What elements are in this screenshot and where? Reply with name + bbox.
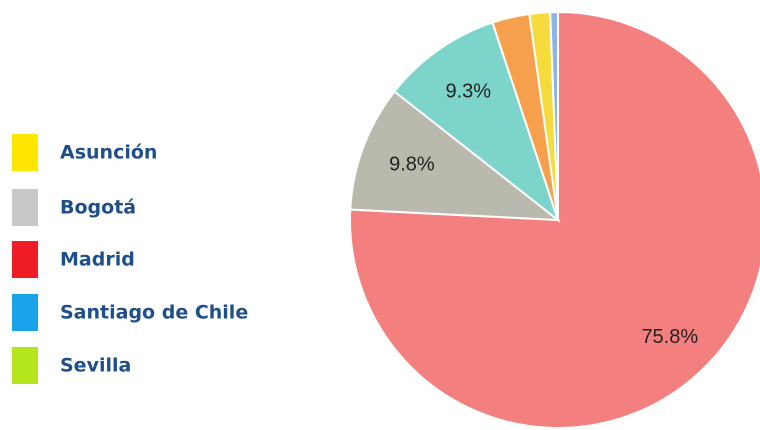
pie-slice bbox=[393, 21, 560, 223]
legend-swatch bbox=[12, 347, 38, 384]
legend-label: Sevilla bbox=[60, 355, 131, 377]
legend-swatch bbox=[12, 241, 38, 278]
value-label: 9.8% bbox=[389, 154, 435, 176]
pie-slice bbox=[349, 90, 562, 222]
legend-label: Madrid bbox=[60, 249, 135, 271]
legend-swatch bbox=[12, 294, 38, 331]
pie-slice bbox=[549, 10, 559, 221]
legend-label: Bogotá bbox=[60, 197, 136, 219]
legend-label: Santiago de Chile bbox=[60, 302, 248, 324]
legend-label: Asunción bbox=[60, 142, 157, 164]
value-label: 75.8% bbox=[641, 326, 698, 348]
legend-swatch bbox=[12, 134, 38, 171]
legend-swatch bbox=[12, 189, 38, 226]
value-label: 9.3% bbox=[446, 81, 492, 103]
